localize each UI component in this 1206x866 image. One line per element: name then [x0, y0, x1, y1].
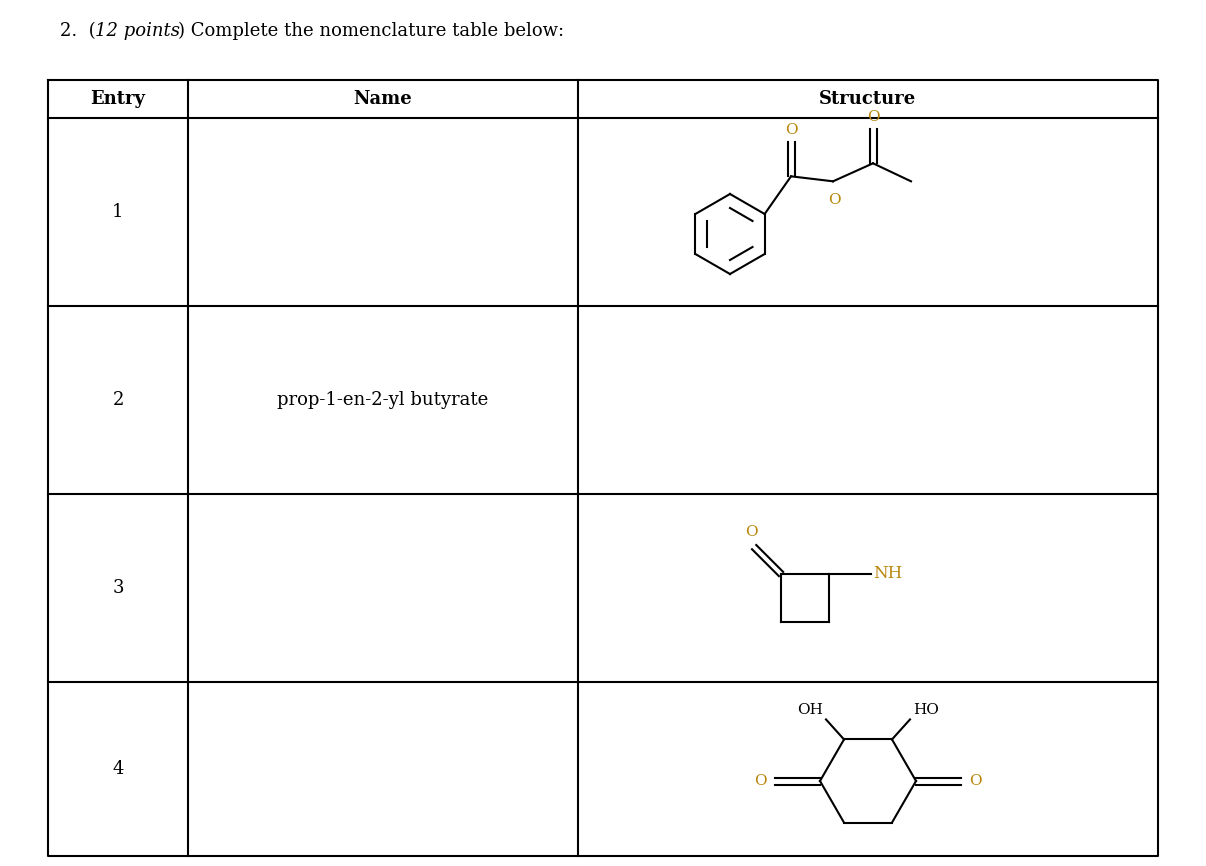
Text: O: O	[785, 123, 797, 138]
Text: 1: 1	[112, 203, 124, 221]
Text: Structure: Structure	[819, 90, 917, 108]
Text: O: O	[867, 110, 879, 125]
Text: 2: 2	[112, 391, 124, 409]
Text: OH: OH	[797, 703, 822, 717]
Text: 12 points: 12 points	[95, 22, 180, 40]
Text: prop-1-en-2-yl butyrate: prop-1-en-2-yl butyrate	[277, 391, 488, 409]
Text: HO: HO	[913, 703, 939, 717]
Text: NH: NH	[873, 565, 902, 583]
Text: Name: Name	[353, 90, 412, 108]
Text: O: O	[755, 774, 767, 788]
Text: 3: 3	[112, 579, 124, 597]
Text: O: O	[745, 525, 757, 540]
Text: O: O	[827, 193, 841, 207]
Text: ) Complete the nomenclature table below:: ) Complete the nomenclature table below:	[178, 22, 564, 40]
Text: 2.  (: 2. (	[60, 22, 95, 40]
Text: Entry: Entry	[90, 90, 146, 108]
Text: 4: 4	[112, 760, 124, 778]
Text: O: O	[968, 774, 982, 788]
